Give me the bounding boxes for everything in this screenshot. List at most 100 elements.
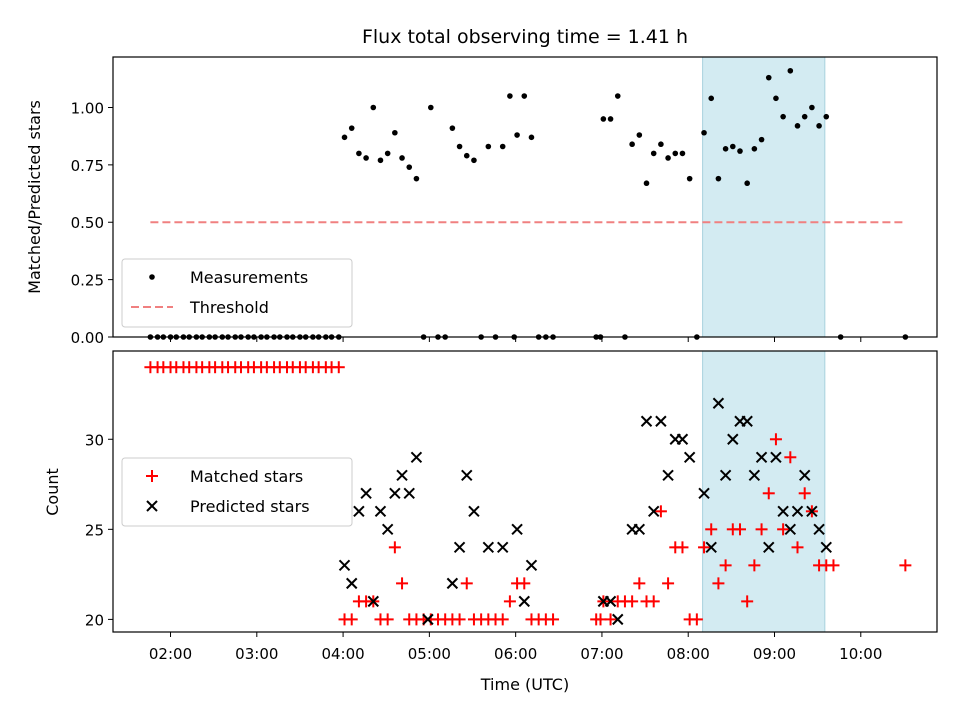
matched-star-point xyxy=(676,541,689,554)
measurement-point xyxy=(507,93,513,99)
measurement-point xyxy=(499,143,506,150)
matched-star-point xyxy=(769,433,782,446)
bottom-legend-box xyxy=(121,457,353,527)
bottom-x-axis-label: Time (UTC) xyxy=(480,675,569,694)
measurement-point xyxy=(607,116,614,122)
matched-star-point xyxy=(827,559,840,572)
measurement-point xyxy=(780,113,786,120)
matched-star-point xyxy=(594,613,607,626)
measurement-point xyxy=(348,125,355,131)
bottom-x-tick-label: 09:00 xyxy=(753,645,796,663)
bottom-legend: Matched stars Predicted stars xyxy=(121,457,353,527)
measurement-point xyxy=(758,136,765,143)
predicted-star-point xyxy=(346,577,358,590)
predicted-star-point xyxy=(719,469,732,481)
bottom-x-tick-label: 04:00 xyxy=(321,645,364,663)
predicted-star-point xyxy=(770,451,782,463)
top-panel: 0.00 0.25 0.50 0.75 1.00 Matched/Predicted s… xyxy=(25,56,938,347)
measurement-point xyxy=(722,146,729,152)
predicted-star-point xyxy=(482,541,495,554)
legend-measurements-label: Measurements xyxy=(190,268,308,287)
predicted-star-point xyxy=(338,559,351,572)
predicted-star-point xyxy=(712,397,725,409)
matched-star-point xyxy=(633,577,646,590)
chart-title: Flux total observing time = 1.41 h xyxy=(362,26,688,48)
predicted-star-point xyxy=(604,595,617,608)
bottom-y-tick-label: 25 xyxy=(85,521,104,539)
predicted-star-point xyxy=(705,541,717,554)
measurement-point xyxy=(614,93,621,99)
bottom-x-tick-label: 10:00 xyxy=(839,645,882,663)
predicted-star-point xyxy=(755,451,768,463)
bottom-y-axis-label: Count xyxy=(43,468,62,516)
measurement-point xyxy=(363,155,369,161)
bottom-x-tick-label: 05:00 xyxy=(408,645,451,663)
matched-star-point xyxy=(755,523,768,536)
matched-star-point xyxy=(345,613,358,626)
measurement-point xyxy=(636,132,643,138)
bottom-y-ticks: 20 25 30 xyxy=(85,431,113,629)
measurement-point xyxy=(471,157,477,164)
matched-star-point xyxy=(496,613,509,626)
predicted-star-point xyxy=(676,433,689,445)
bottom-y-tick-label: 20 xyxy=(85,611,104,629)
bottom-x-ticks: 02:00 03:00 04:00 05:00 06:00 07:00 08:00 09:00… xyxy=(149,632,882,663)
top-legend-box xyxy=(121,258,353,328)
measurement-point xyxy=(737,148,743,154)
predicted-star-point xyxy=(374,505,387,518)
top-y-tick-label: 1.00 xyxy=(71,99,104,117)
predicted-star-point xyxy=(389,487,401,500)
predicted-star-point xyxy=(683,451,696,463)
measurement-point xyxy=(413,175,420,182)
matched-star-point xyxy=(719,559,732,572)
predicted-star-point xyxy=(403,487,415,500)
measurement-point xyxy=(686,175,693,182)
legend-measurements-marker xyxy=(149,274,155,280)
predicted-star-point xyxy=(381,523,394,536)
predicted-star-point xyxy=(784,523,797,536)
measurement-point xyxy=(809,104,815,111)
measurement-point xyxy=(765,74,772,81)
matched-star-point xyxy=(518,577,531,590)
predicted-star-point xyxy=(360,487,372,500)
top-y-axis-label: Matched/Predicted stars xyxy=(25,100,44,294)
predicted-star-point xyxy=(410,451,423,463)
predicted-star-point xyxy=(453,541,466,554)
matched-star-point xyxy=(791,541,804,554)
predicted-star-point xyxy=(777,505,789,518)
matched-star-point xyxy=(741,595,754,608)
predicted-star-point xyxy=(612,613,624,626)
measurement-point xyxy=(463,152,470,159)
matched-star-point xyxy=(503,595,516,608)
measurement-point xyxy=(672,150,679,157)
predicted-star-point xyxy=(662,469,674,481)
matched-star-point xyxy=(784,451,797,464)
top-y-tick-label: 0.75 xyxy=(71,157,104,175)
measurement-point xyxy=(629,141,635,148)
measurement-point xyxy=(456,143,463,150)
top-series-layer xyxy=(147,67,909,340)
matched-star-point xyxy=(733,523,746,536)
predicted-star-point xyxy=(511,523,523,536)
measurement-point xyxy=(787,67,794,74)
matched-star-point xyxy=(547,613,560,626)
bottom-series-layer xyxy=(144,361,912,626)
predicted-star-point xyxy=(353,505,365,518)
measurement-point xyxy=(773,95,779,102)
measurement-point xyxy=(392,129,398,136)
measurement-point xyxy=(600,116,607,122)
bottom-highlight-span xyxy=(702,350,826,633)
matched-star-point xyxy=(777,523,790,536)
predicted-star-point xyxy=(422,613,434,626)
predicted-star-point xyxy=(640,415,653,427)
matched-star-point xyxy=(698,541,711,554)
measurement-point xyxy=(650,150,657,157)
legend-threshold-label: Threshold xyxy=(189,298,269,317)
predicted-star-point xyxy=(727,433,739,445)
predicted-star-point xyxy=(633,523,646,536)
matched-star-point xyxy=(460,577,473,590)
measurement-point xyxy=(406,164,413,170)
measurement-point xyxy=(794,123,801,129)
predicted-star-point xyxy=(518,595,530,608)
bottom-y-tick-label: 30 xyxy=(85,431,104,449)
